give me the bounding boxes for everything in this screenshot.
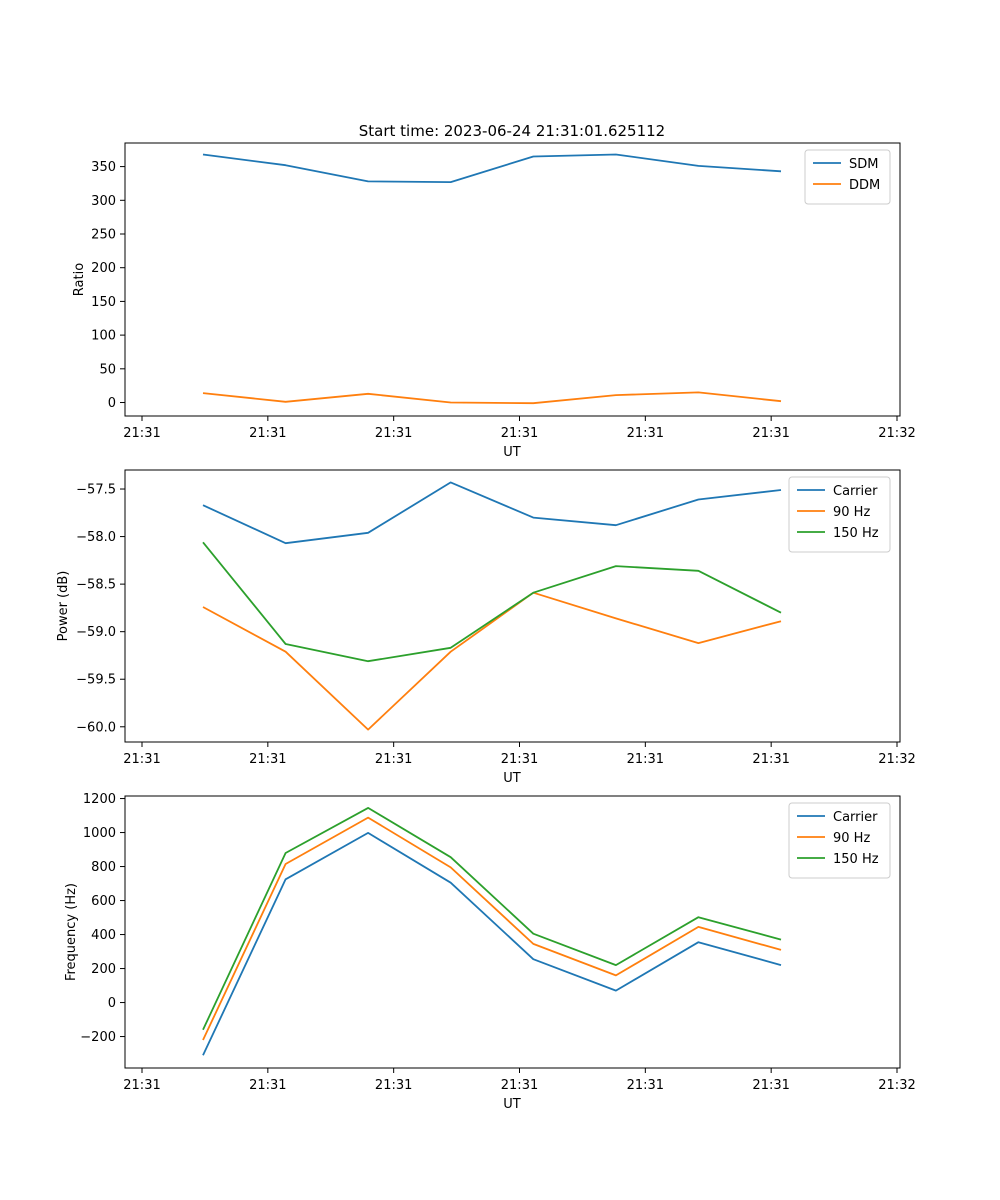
x-tick-label: 21:31 — [752, 426, 789, 441]
legend-label: Carrier — [833, 484, 878, 499]
y-tick-label: 150 — [91, 295, 116, 310]
y-tick-label: 50 — [99, 362, 116, 377]
x-tick-label: 21:31 — [752, 1078, 789, 1093]
x-axis-label: UT — [503, 1097, 521, 1112]
panel-3: 21:31 21:31 21:31 21:31 21:31 21:31 21:32 UT −20… — [64, 792, 916, 1112]
axes-frame — [124, 142, 901, 417]
y-tick-label: −58.5 — [76, 578, 116, 593]
panel-1: 21:31 21:31 21:31 21:31 21:31 21:31 21:32 UT 0 50… — [72, 142, 916, 460]
y-tick-label: 100 — [91, 329, 116, 344]
x-tick-label: 21:31 — [123, 426, 160, 441]
x-tick-label: 21:31 — [375, 1078, 412, 1093]
y-tick-label: 350 — [91, 160, 116, 175]
series-line-90-hz — [202, 816, 782, 1041]
series-line-carrier — [202, 832, 782, 1056]
x-tick-label: 21:31 — [123, 1078, 160, 1093]
x-tick-label: 21:32 — [878, 752, 915, 767]
y-tick-label: 1200 — [83, 792, 116, 807]
y-tick-label: 600 — [91, 894, 116, 909]
legend-label: DDM — [849, 178, 880, 193]
x-tick-label: 21:31 — [501, 426, 538, 441]
y-tick-label: −59.5 — [76, 673, 116, 688]
y-axis-label: Power (dB) — [56, 571, 71, 642]
legend-box — [788, 802, 891, 879]
series-line-carrier — [202, 481, 782, 545]
legend-label: 150 Hz — [833, 852, 879, 867]
panels: 21:31 21:31 21:31 21:31 21:31 21:31 21:32 UT 0 50… — [56, 142, 916, 1112]
series-line-sdm — [202, 153, 782, 184]
x-axis-label: UT — [503, 445, 521, 460]
x-axis-label: UT — [503, 771, 521, 786]
y-tick-label: 400 — [91, 928, 116, 943]
y-tick-label: 0 — [108, 996, 116, 1011]
y-tick-label: 250 — [91, 228, 116, 243]
axes-frame — [124, 795, 901, 1069]
y-tick-label: 1000 — [83, 826, 116, 841]
x-tick-label: 21:31 — [627, 1078, 664, 1093]
y-tick-label: −200 — [80, 1030, 116, 1045]
series-line-150-hz — [202, 807, 782, 1031]
x-tick-label: 21:31 — [501, 752, 538, 767]
y-tick-label: −60.0 — [76, 720, 116, 735]
legend-label: 150 Hz — [833, 526, 879, 541]
y-axis-label: Frequency (Hz) — [64, 883, 79, 981]
figure-title: Start time: 2023-06-24 21:31:01.625112 — [359, 122, 665, 140]
x-tick-label: 21:31 — [627, 426, 664, 441]
y-tick-label: 300 — [91, 194, 116, 209]
x-tick-label: 21:31 — [752, 752, 789, 767]
y-tick-label: −57.5 — [76, 483, 116, 498]
x-tick-label: 21:31 — [249, 1078, 286, 1093]
x-tick-label: 21:31 — [501, 1078, 538, 1093]
legend-label: Carrier — [833, 810, 878, 825]
legend-label: 90 Hz — [833, 831, 870, 846]
x-tick-label: 21:31 — [375, 426, 412, 441]
series-line-150-hz — [202, 541, 782, 663]
panel-2: 21:31 21:31 21:31 21:31 21:31 21:31 21:32 UT −60… — [56, 469, 916, 786]
series-line-ddm — [202, 391, 782, 405]
legend-label: SDM — [849, 157, 878, 172]
y-tick-label: 800 — [91, 860, 116, 875]
legend-box — [788, 476, 891, 553]
y-tick-label: 200 — [91, 261, 116, 276]
series-line-90-hz — [202, 591, 782, 731]
x-tick-label: 21:32 — [878, 1078, 915, 1093]
y-tick-label: −59.0 — [76, 625, 116, 640]
y-tick-label: 200 — [91, 962, 116, 977]
y-axis-label: Ratio — [72, 263, 87, 296]
x-tick-label: 21:32 — [878, 426, 915, 441]
x-tick-label: 21:31 — [249, 426, 286, 441]
y-tick-label: 0 — [108, 396, 116, 411]
x-tick-label: 21:31 — [123, 752, 160, 767]
x-tick-label: 21:31 — [249, 752, 286, 767]
axes-frame — [124, 469, 901, 743]
x-tick-label: 21:31 — [627, 752, 664, 767]
x-tick-label: 21:31 — [375, 752, 412, 767]
y-tick-label: −58.0 — [76, 530, 116, 545]
legend-label: 90 Hz — [833, 505, 870, 520]
